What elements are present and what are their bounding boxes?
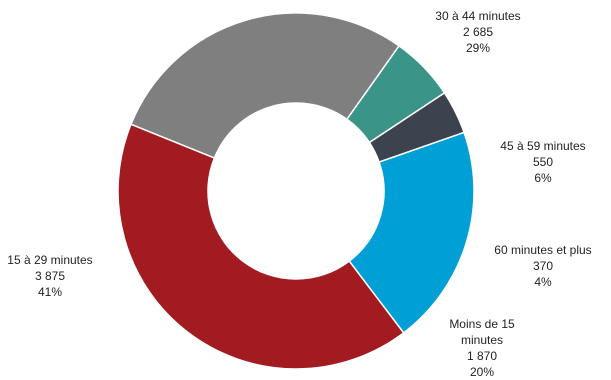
slice-label-value: 550 (532, 155, 554, 169)
slice-label-percent: 41% (37, 285, 63, 299)
slice-label-15-29: 15 à 29 minutes 3 875 41% (0, 252, 100, 300)
slice-label-name: 15 à 29 minutes (7, 253, 93, 267)
slice-under-15 (348, 131, 475, 334)
slice-label-name: 30 à 44 minutes (435, 9, 521, 23)
slice-label-name: Moins de 15 minutes (449, 317, 515, 347)
slice-label-30-44: 30 à 44 minutes 2 685 29% (418, 8, 538, 56)
slice-label-value: 1 870 (466, 349, 498, 363)
slice-label-percent: 4% (534, 275, 552, 289)
slice-label-name: 60 minutes et plus (494, 243, 592, 257)
slice-15-29 (117, 123, 405, 370)
slice-label-percent: 6% (534, 171, 552, 185)
slice-label-60-plus: 60 minutes et plus 370 4% (488, 242, 598, 290)
slice-label-percent: 20% (469, 365, 495, 379)
slice-30-44 (129, 12, 401, 160)
slice-label-value: 3 875 (34, 269, 66, 283)
slice-label-name: 45 à 59 minutes (500, 139, 586, 153)
slice-label-value: 370 (532, 259, 554, 273)
slice-label-value: 2 685 (462, 25, 494, 39)
slice-label-under-15: Moins de 15 minutes 1 870 20% (432, 316, 532, 380)
slice-label-45-59: 45 à 59 minutes 550 6% (488, 138, 598, 186)
slice-label-percent: 29% (465, 41, 491, 55)
